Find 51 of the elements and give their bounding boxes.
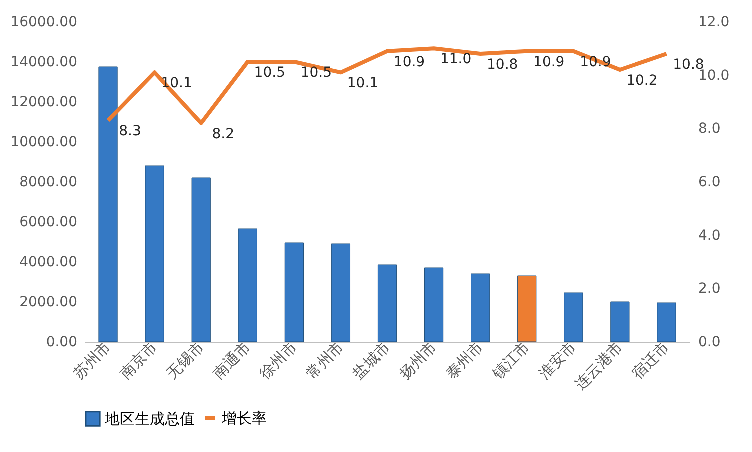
y2-tick-label: 2.0 [698,281,721,298]
data-label: 10.1 [347,76,379,92]
x-tick-label: 常州市 [302,338,348,383]
data-label: 10.2 [626,73,658,89]
bar [518,276,537,342]
y-tick-label: 8000.00 [20,174,78,190]
data-label: 10.8 [486,57,518,73]
bar [192,178,211,342]
legend-label: 地区生成总值 [104,410,195,428]
bar [378,264,398,342]
line-series [106,46,669,126]
data-label: 11.0 [440,52,472,68]
bar [424,268,444,342]
bar [238,228,258,342]
y2-tick-label: 0.0 [698,334,721,350]
data-label: 8.2 [212,126,234,142]
y2-tick-label: 8.0 [698,121,721,138]
data-label: 8.3 [119,124,142,140]
bar [98,66,118,342]
y-tick-label: 16000.00 [10,14,78,30]
x-tick-label: 泰州市 [442,338,487,383]
legend-label: 增长率 [221,410,267,428]
data-label: 10.5 [300,65,332,81]
bar [284,242,304,342]
y-tick-label: 6000.00 [20,214,78,230]
x-tick-label: 盐城市 [349,338,394,383]
data-label: 10.9 [394,54,426,70]
bar [610,302,630,342]
y-tick-label: 14000.00 [10,54,78,70]
bar [331,244,351,342]
y-tick-label: 12000.00 [10,94,78,110]
bar [145,166,164,342]
x-tick-label: 扬州市 [396,338,440,383]
bar [564,292,584,342]
x-tick-label: 无锡市 [163,338,208,383]
y-tick-label: 4000.00 [20,254,78,270]
data-label: 10.9 [534,54,565,70]
y-tick-label: 0.00 [46,334,78,350]
x-tick-label: 宿迁市 [628,338,674,383]
y2-tick-label: 12.0 [698,14,730,30]
x-tick-label: 徐州市 [256,338,301,383]
bar [657,302,676,342]
x-tick-label: 镇江市 [488,338,534,384]
y2-tick-label: 6.0 [698,174,721,190]
y2-tick-label: 4.0 [698,228,721,244]
y-tick-label: 10000.00 [10,134,78,150]
y-tick-label: 2000.00 [20,294,78,310]
bar [471,274,490,342]
x-tick-label: 南通市 [210,338,254,383]
x-tick-label: 南京市 [116,338,162,383]
data-label: 10.5 [254,65,286,81]
